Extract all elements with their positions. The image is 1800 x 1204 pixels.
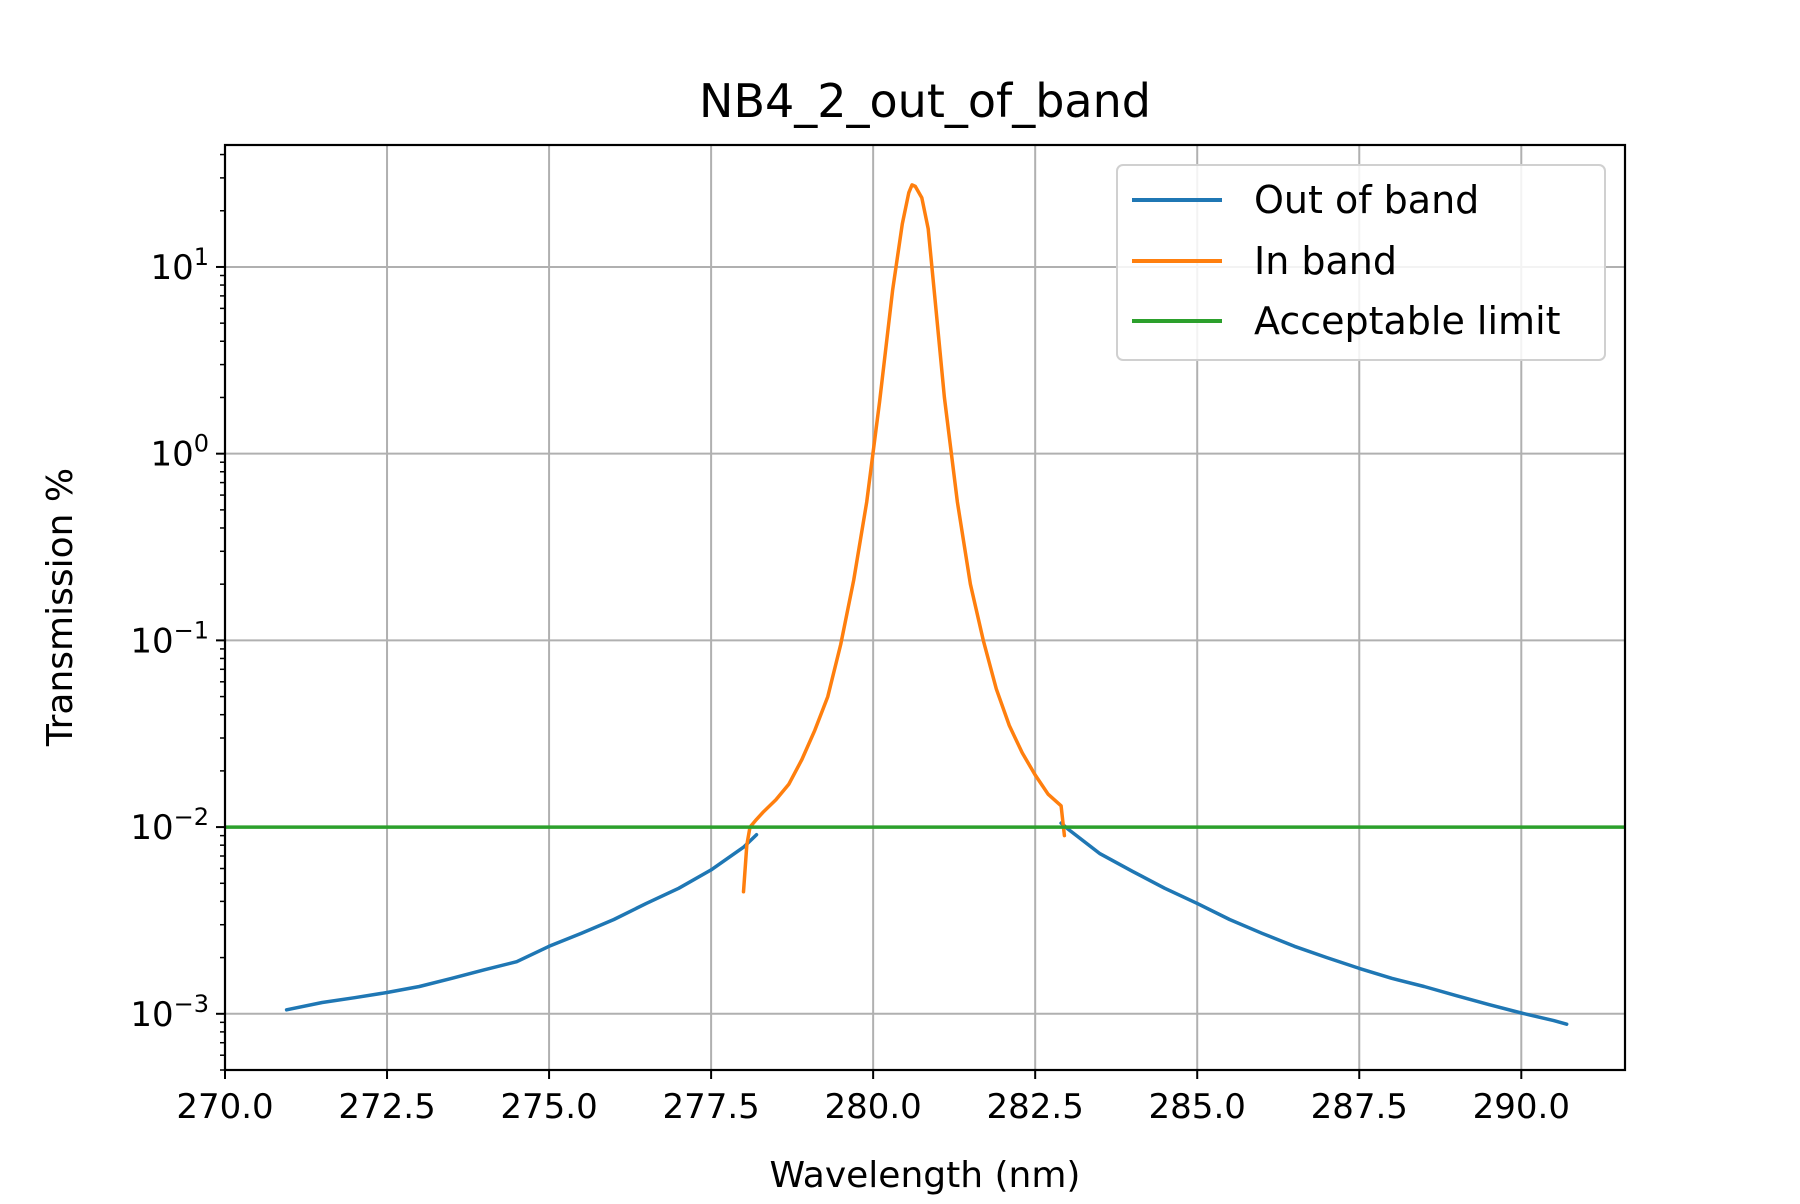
legend-label-in-band: In band	[1254, 239, 1397, 283]
y-axis-label: Transmission %	[40, 468, 81, 747]
x-tick-label: 277.5	[662, 1087, 759, 1127]
x-tick-label: 270.0	[176, 1087, 273, 1127]
x-tick-label: 282.5	[987, 1087, 1084, 1127]
y-tick-label: 10−2	[130, 803, 209, 848]
legend-label-acceptable-limit: Acceptable limit	[1254, 299, 1561, 343]
x-tick-label: 290.0	[1473, 1087, 1570, 1127]
x-tick-label: 285.0	[1149, 1087, 1246, 1127]
series-line-out-of-band	[1059, 821, 1569, 1026]
legend-box	[1116, 164, 1606, 361]
series-layer	[225, 183, 1625, 1026]
y-tick-label: 10−3	[130, 990, 209, 1035]
plot-frame	[223, 143, 1627, 1072]
ticks: 270.0 272.5 275.0 277.5 280.0 282.5 285.0 287.5…	[130, 153, 1570, 1127]
x-tick-label: 275.0	[500, 1087, 597, 1127]
y-tick-label: 100	[150, 430, 209, 475]
chart-title: NB4_2_out_of_band	[699, 74, 1151, 128]
y-tick-label: 10−1	[130, 616, 209, 661]
legend: Out of band In band Acceptable limit	[1116, 164, 1606, 361]
legend-label-out-of-band: Out of band	[1254, 178, 1479, 222]
series-line-out-of-band	[284, 832, 759, 1012]
x-axis-label: Wavelength (nm)	[770, 1155, 1081, 1196]
y-tick-label: 101	[150, 243, 209, 288]
x-tick-label: 287.5	[1311, 1087, 1408, 1127]
x-tick-label: 280.0	[824, 1087, 921, 1127]
series-line-in-band	[741, 183, 1067, 894]
x-tick-label: 272.5	[338, 1087, 435, 1127]
